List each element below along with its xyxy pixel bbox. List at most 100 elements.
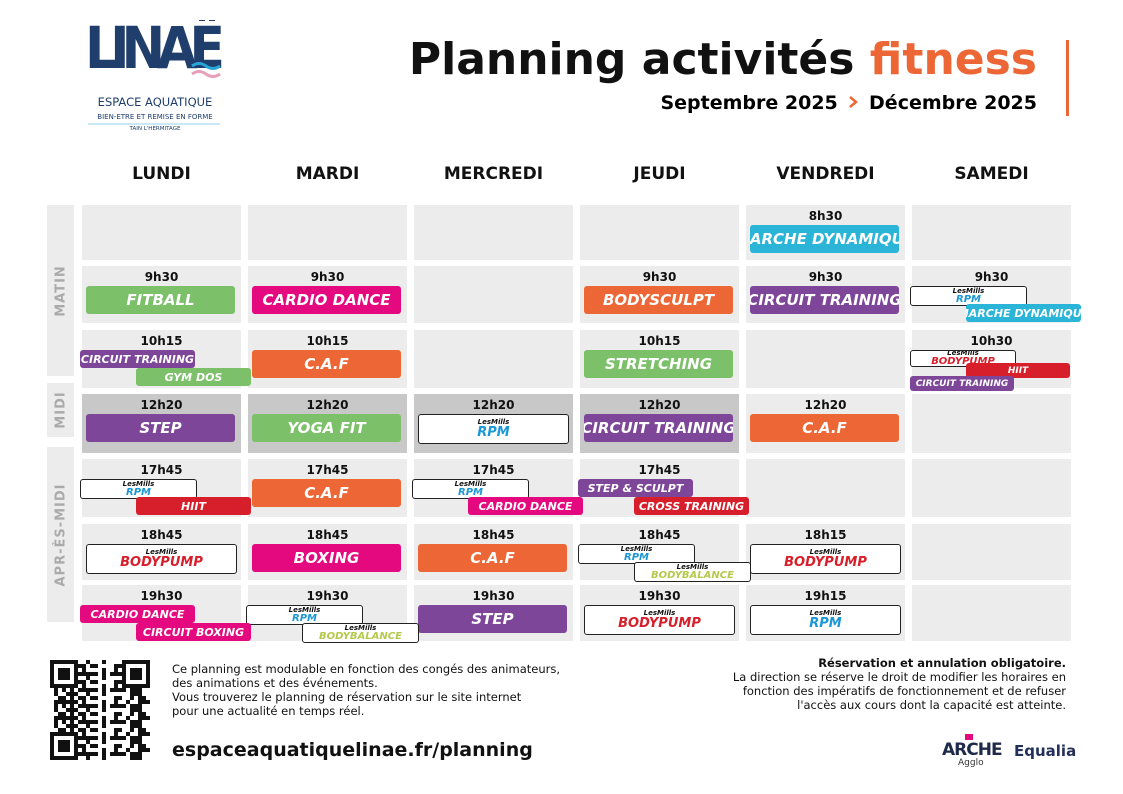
qr-module	[114, 732, 118, 736]
qr-module	[50, 668, 54, 672]
qr-module	[54, 716, 58, 720]
qr-module	[66, 756, 70, 760]
qr-module	[114, 688, 118, 692]
qr-module	[146, 668, 150, 672]
logo: LINAË ESPACE AQUATIQUE BIEN-ETRE ET REMI…	[85, 20, 225, 132]
qr-module	[74, 756, 78, 760]
qr-module	[130, 752, 134, 756]
qr-module	[102, 688, 106, 692]
qr-module	[74, 660, 78, 664]
qr-module	[50, 756, 54, 760]
qr-module	[90, 672, 94, 676]
title: Planning activités fitness	[409, 34, 1037, 85]
cell: 10h15 C.A.F	[248, 330, 407, 388]
qr-module	[54, 756, 58, 760]
qr-module	[134, 724, 138, 728]
qr-module	[62, 712, 66, 716]
qr-module	[74, 692, 78, 696]
brand: LesMills	[620, 544, 653, 553]
cell	[912, 394, 1071, 453]
qr-module	[130, 704, 134, 708]
class-badge: C.A.F	[252, 479, 401, 507]
title-accent: fitness	[869, 34, 1037, 85]
qr-module	[82, 736, 86, 740]
qr-module	[78, 696, 82, 700]
qr-module	[102, 668, 106, 672]
qr-module	[142, 696, 146, 700]
qr-module	[82, 744, 86, 748]
qr-module	[82, 684, 86, 688]
qr-module	[130, 676, 134, 680]
qr-module	[94, 704, 98, 708]
qr-module	[142, 748, 146, 752]
class-badge: LesMills BODYPUMP	[910, 350, 1016, 367]
dates: Septembre 2025 Décembre 2025	[660, 92, 1037, 114]
qr-module	[138, 700, 142, 704]
qr-module	[138, 720, 142, 724]
qr-module	[94, 720, 98, 724]
qr-module	[122, 676, 126, 680]
qr-module	[94, 744, 98, 748]
url[interactable]: espaceaquatiquelinae.fr/planning	[172, 739, 533, 761]
qr-module	[58, 696, 62, 700]
qr-module	[102, 748, 106, 752]
qr-module	[66, 740, 70, 744]
qr-module	[54, 724, 58, 728]
cell: 17h45 LesMills RPM HIIT	[80, 459, 251, 517]
qr-module	[50, 684, 54, 688]
qr-module	[54, 708, 58, 712]
qr-module	[130, 684, 134, 688]
class-badge: BOXING	[252, 544, 401, 572]
qr-module	[118, 712, 122, 716]
partner-equalia: Equalia	[1014, 742, 1077, 760]
qr-module	[130, 712, 134, 716]
qr-module	[54, 692, 58, 696]
qr-module	[146, 664, 150, 668]
qr-module	[86, 740, 90, 744]
qr-module	[70, 708, 74, 712]
period-label: APR-ÈS-MIDI	[53, 482, 68, 587]
qr-module	[82, 712, 86, 716]
class-badge: LesMills RPM	[418, 414, 569, 444]
qr-module	[110, 720, 114, 724]
qr-module	[110, 736, 114, 740]
qr-module	[70, 716, 74, 720]
partner-agglo: Agglo	[958, 758, 984, 768]
brand: LesMills	[288, 605, 321, 614]
qr-module	[78, 664, 82, 668]
qr-module	[134, 720, 138, 724]
qr-module	[50, 736, 54, 740]
qr-module	[78, 712, 82, 716]
qr-module	[130, 720, 134, 724]
qr-module	[114, 748, 118, 752]
qr-module	[70, 728, 74, 732]
qr-module	[58, 756, 62, 760]
period: MIDI	[47, 383, 74, 437]
qr-module	[130, 740, 134, 744]
qr-module	[102, 676, 106, 680]
class-badge: YOGA FIT	[252, 414, 401, 442]
cell	[82, 205, 241, 260]
cell	[580, 205, 739, 260]
qr-module	[138, 704, 142, 708]
qr-module	[94, 680, 98, 684]
period: APR-ÈS-MIDI	[47, 447, 74, 622]
class-badge: LesMills BODYBALANCE	[302, 623, 419, 643]
qr-module	[130, 696, 134, 700]
qr-module	[102, 756, 106, 760]
qr-module	[138, 736, 142, 740]
note-line: Ce planning est modulable en fonction de…	[172, 662, 560, 676]
qr-module	[138, 752, 142, 756]
qr-module	[90, 712, 94, 716]
qr-module	[58, 668, 62, 672]
qr-module	[102, 700, 106, 704]
class-badge: STRETCHING	[584, 350, 733, 378]
qr-module	[70, 712, 74, 716]
qr-module	[142, 716, 146, 720]
class-badge: CARDIO DANCE	[252, 286, 401, 314]
class-badge: LesMills RPM	[578, 544, 695, 564]
class-badge: LesMills BODYPUMP	[584, 605, 735, 635]
